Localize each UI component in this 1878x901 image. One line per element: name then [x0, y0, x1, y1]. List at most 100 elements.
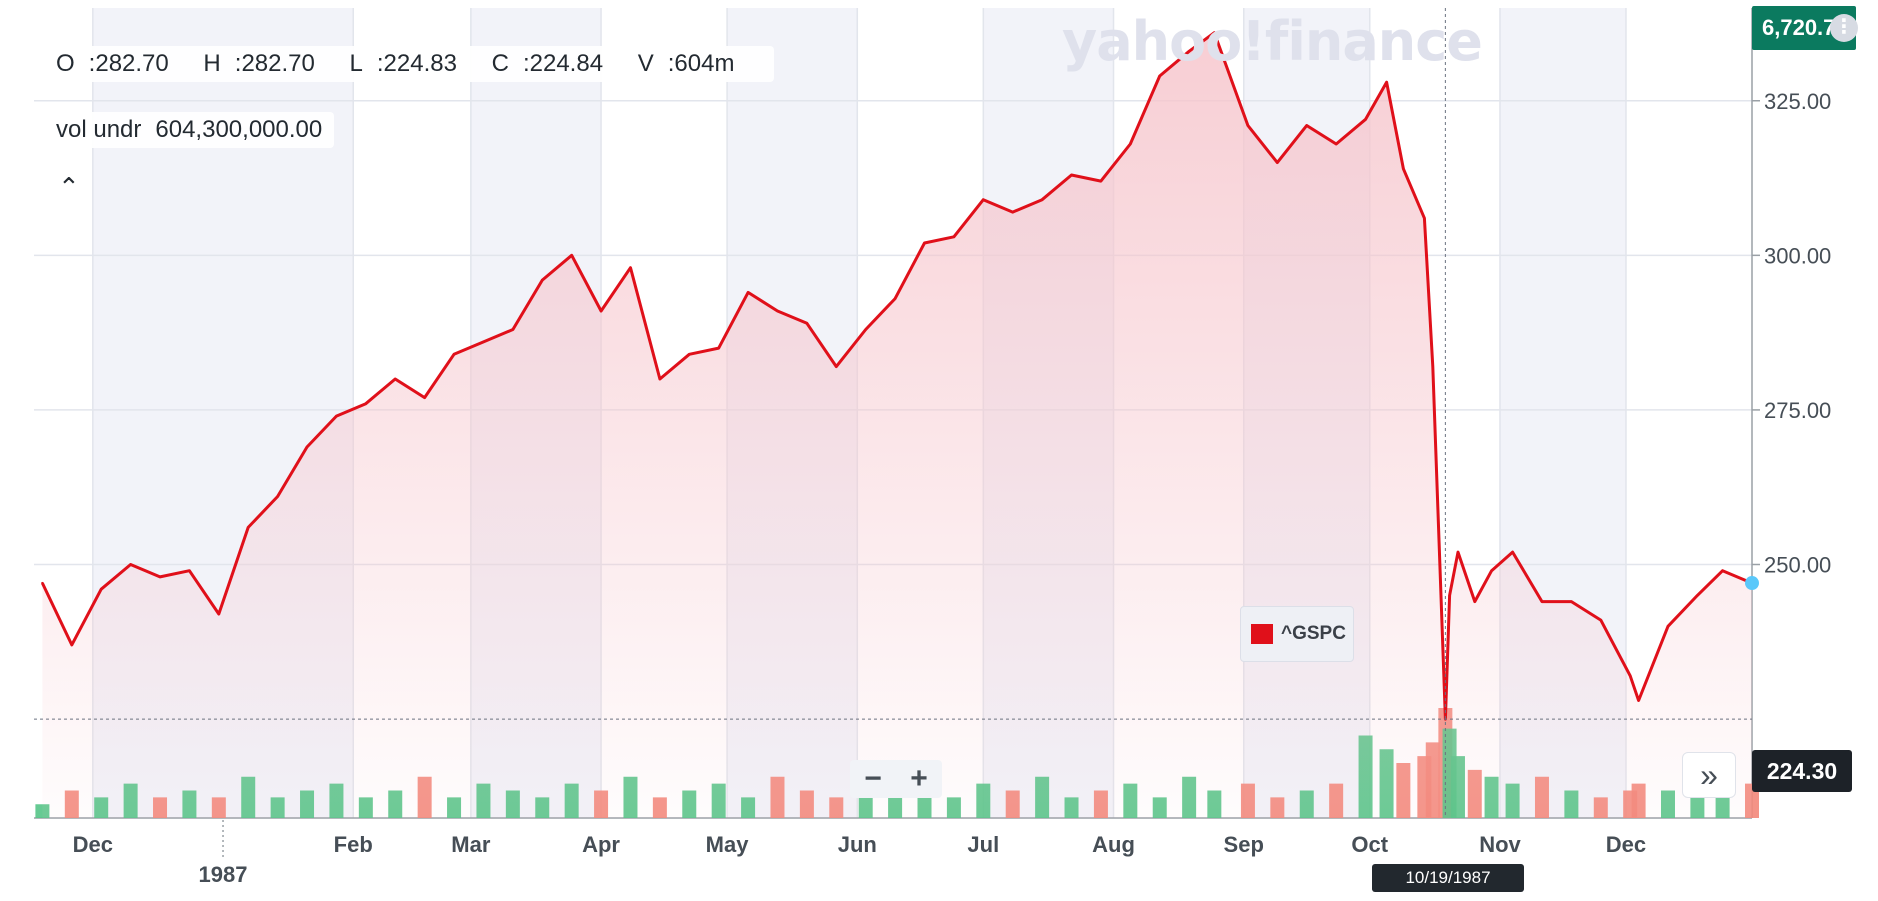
- zoom-in-button[interactable]: +: [910, 762, 928, 795]
- year-label: 1987: [199, 862, 248, 887]
- price-point: [1448, 594, 1451, 597]
- volume-indicator-readout: vol undr 604,300,000.00: [44, 112, 335, 148]
- yahoo-finance-watermark: yahoo!finance: [1062, 10, 1483, 73]
- price-point: [1473, 600, 1476, 603]
- price-point: [1040, 198, 1044, 201]
- price-point: [1213, 31, 1216, 34]
- price-point: [188, 569, 191, 572]
- hover-date-badge: 10/19/1987: [1372, 864, 1524, 892]
- price-point: [41, 581, 44, 585]
- price-point: [1423, 217, 1426, 220]
- last-price-badge: 224.30: [1752, 750, 1852, 792]
- legend[interactable]: ^GSPC: [1240, 606, 1354, 662]
- price-point: [452, 353, 456, 356]
- price-point: [70, 643, 74, 647]
- price-point: [364, 402, 368, 405]
- price-point: [1246, 124, 1250, 127]
- y-tick-label: 250.00: [1764, 553, 1831, 578]
- legend-label: ^GSPC: [1281, 623, 1346, 644]
- price-point: [1637, 699, 1640, 702]
- price-point: [923, 241, 926, 245]
- price-point: [1540, 600, 1544, 603]
- price-point: [247, 526, 250, 529]
- x-tick-label: May: [706, 832, 750, 857]
- price-point: [305, 445, 309, 449]
- x-tick-label: Feb: [334, 832, 373, 857]
- price-point: [952, 235, 956, 238]
- last-point-marker: [1745, 576, 1759, 591]
- price-point: [776, 309, 779, 313]
- price-point: [629, 266, 632, 269]
- price-point: [1158, 74, 1161, 78]
- x-tick-label: Sep: [1224, 832, 1264, 857]
- price-point: [805, 322, 809, 325]
- zoom-out-button[interactable]: −: [864, 762, 882, 795]
- x-tick-label: Dec: [1606, 832, 1646, 857]
- x-tick-label: Dec: [73, 832, 113, 857]
- y-tick-label: 325.00: [1764, 89, 1831, 114]
- x-tick-label: Jul: [967, 832, 999, 857]
- price-point: [1070, 173, 1073, 177]
- price-point: [217, 612, 221, 616]
- price-point: [1431, 365, 1434, 368]
- price-point: [1666, 625, 1670, 628]
- high-readout: H:282.70: [203, 50, 315, 77]
- low-readout: L:224.83: [349, 50, 457, 77]
- price-point: [1456, 550, 1460, 554]
- volume-indicator-value: 604,300,000.00: [155, 116, 323, 143]
- price-point: [1511, 550, 1514, 554]
- caret-up-icon[interactable]: ⌃: [58, 172, 80, 202]
- close-readout: C:224.84: [491, 50, 604, 77]
- price-point: [541, 278, 544, 282]
- x-tick-label: Nov: [1479, 832, 1521, 857]
- price-point: [1599, 618, 1602, 622]
- price-point: [599, 309, 603, 313]
- price-point: [1402, 167, 1405, 170]
- price-point: [570, 254, 573, 257]
- y-tick-label: 300.00: [1764, 243, 1831, 268]
- legend-swatch: [1251, 624, 1273, 644]
- price-point: [158, 575, 162, 579]
- price-point: [893, 297, 897, 300]
- price-point: [717, 346, 720, 350]
- price-point: [1364, 118, 1367, 121]
- price-point: [1490, 569, 1493, 572]
- open-readout: O:282.70: [56, 50, 169, 77]
- price-point: [1385, 81, 1388, 84]
- price-point: [1099, 179, 1103, 183]
- price-point: [482, 340, 485, 344]
- y-tick-label: 275.00: [1764, 398, 1831, 423]
- price-point: [1696, 594, 1699, 597]
- price-point: [511, 328, 515, 331]
- top-price-badge: 6,720.7: [1752, 6, 1856, 50]
- x-tick-label: Mar: [451, 832, 491, 857]
- price-point: [864, 328, 867, 331]
- price-point: [100, 588, 103, 591]
- price-point: [1187, 50, 1191, 53]
- price-point: [658, 377, 662, 381]
- scroll-right-button[interactable]: »: [1682, 752, 1736, 798]
- menu-dots-icon[interactable]: ⋮: [1830, 14, 1858, 42]
- price-point: [335, 414, 338, 418]
- price-point: [1129, 142, 1132, 146]
- price-point: [982, 198, 985, 201]
- price-point: [394, 377, 397, 381]
- price-point: [1721, 569, 1724, 572]
- zoom-controls: − +: [850, 760, 942, 798]
- ohlc-readout: O:282.70 H:282.70 L:224.83 C:224.84 V:60…: [44, 46, 775, 82]
- price-point: [276, 495, 279, 498]
- price-point: [1305, 124, 1308, 127]
- price-point: [746, 291, 750, 294]
- price-point: [423, 396, 426, 399]
- price-point: [1334, 142, 1338, 146]
- price-point: [1011, 210, 1014, 214]
- x-tick-label: Jun: [838, 832, 877, 857]
- price-point: [129, 563, 132, 566]
- price-point: [835, 365, 838, 368]
- volume-indicator-label: vol undr: [56, 116, 142, 143]
- price-point: [1276, 161, 1279, 164]
- x-tick-label: Oct: [1351, 832, 1388, 857]
- price-point: [1628, 674, 1632, 677]
- price-point: [688, 353, 691, 356]
- price-point: [1570, 600, 1573, 603]
